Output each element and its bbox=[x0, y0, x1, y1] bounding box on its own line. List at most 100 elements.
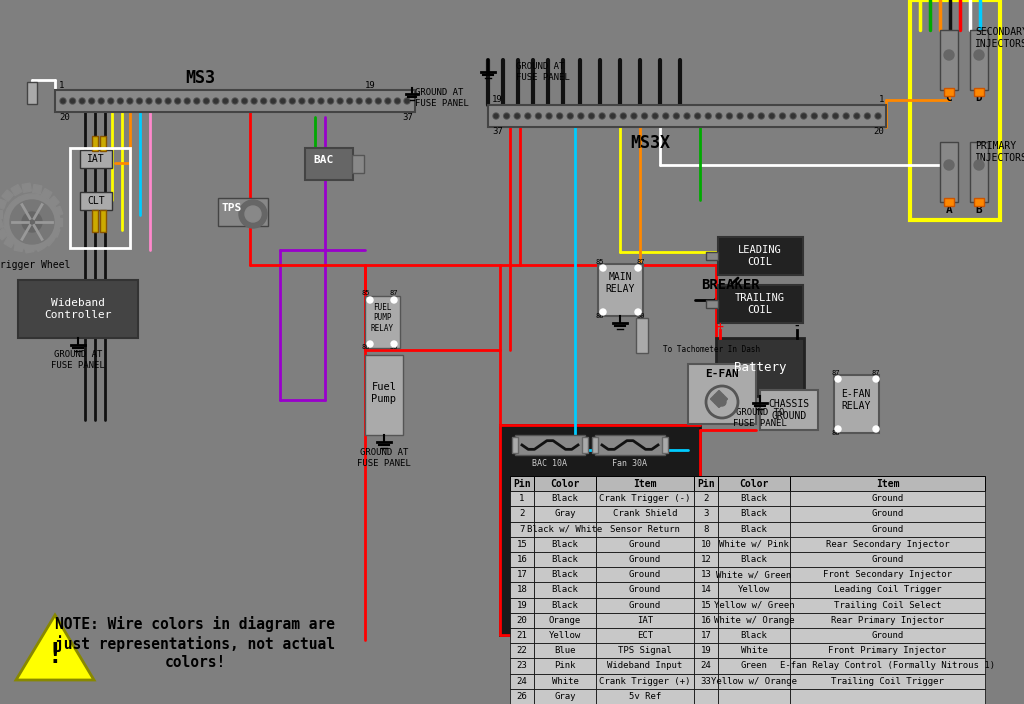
Text: Blue: Blue bbox=[554, 646, 575, 655]
Circle shape bbox=[119, 99, 122, 103]
Bar bbox=[694, 582, 718, 598]
Circle shape bbox=[504, 113, 510, 119]
Bar bbox=[790, 612, 985, 628]
Circle shape bbox=[385, 98, 391, 104]
Bar bbox=[790, 689, 985, 704]
Circle shape bbox=[185, 99, 189, 103]
Circle shape bbox=[590, 114, 594, 118]
Text: CLT: CLT bbox=[87, 196, 104, 206]
Bar bbox=[970, 142, 988, 202]
Bar bbox=[790, 674, 985, 689]
Bar bbox=[694, 476, 718, 491]
Circle shape bbox=[621, 113, 627, 119]
Bar bbox=[55, 90, 415, 112]
Bar bbox=[718, 476, 790, 491]
Bar bbox=[662, 437, 668, 453]
Bar bbox=[582, 482, 588, 498]
Text: 86: 86 bbox=[595, 313, 603, 319]
Text: Trailing Coil Trigger: Trailing Coil Trigger bbox=[831, 677, 944, 686]
Bar bbox=[718, 237, 803, 275]
Circle shape bbox=[727, 114, 731, 118]
Bar bbox=[534, 658, 596, 674]
Bar bbox=[694, 598, 718, 612]
Bar bbox=[595, 525, 665, 545]
Bar bbox=[694, 628, 718, 643]
Bar bbox=[694, 612, 718, 628]
Circle shape bbox=[127, 98, 133, 104]
Bar bbox=[510, 582, 534, 598]
Bar bbox=[52, 206, 62, 217]
Circle shape bbox=[404, 98, 410, 104]
Bar bbox=[718, 658, 790, 674]
Circle shape bbox=[599, 113, 605, 119]
Circle shape bbox=[79, 98, 85, 104]
Text: LEADING
COIL: LEADING COIL bbox=[738, 245, 782, 267]
Text: BAC: BAC bbox=[314, 155, 334, 165]
Circle shape bbox=[515, 114, 519, 118]
Text: GROUND AT
FUSE PANEL: GROUND AT FUSE PANEL bbox=[415, 88, 469, 108]
Bar bbox=[595, 435, 665, 455]
Circle shape bbox=[367, 297, 373, 303]
Bar bbox=[694, 522, 718, 537]
Bar bbox=[515, 435, 585, 455]
Circle shape bbox=[308, 98, 314, 104]
Bar bbox=[718, 522, 790, 537]
Text: BAC 10A: BAC 10A bbox=[532, 458, 567, 467]
Text: 87: 87 bbox=[637, 259, 645, 265]
Text: Black w/ White: Black w/ White bbox=[527, 524, 603, 534]
Text: Ground: Ground bbox=[871, 510, 903, 519]
Bar bbox=[694, 567, 718, 582]
Text: MS3: MS3 bbox=[185, 69, 215, 87]
Text: Yellow: Yellow bbox=[738, 586, 770, 594]
Text: Yellow w/ Green: Yellow w/ Green bbox=[714, 601, 795, 610]
Circle shape bbox=[822, 113, 828, 119]
Bar bbox=[54, 218, 62, 226]
Text: Wideband
Controller: Wideband Controller bbox=[44, 298, 112, 320]
Text: 22: 22 bbox=[517, 646, 527, 655]
Text: 2: 2 bbox=[519, 510, 524, 519]
Circle shape bbox=[222, 98, 228, 104]
Circle shape bbox=[118, 98, 123, 104]
Text: 87: 87 bbox=[831, 370, 841, 376]
Circle shape bbox=[974, 160, 984, 170]
Bar bbox=[510, 506, 534, 522]
Bar bbox=[834, 375, 879, 433]
Text: Black: Black bbox=[552, 540, 579, 549]
Bar bbox=[534, 582, 596, 598]
Text: Black: Black bbox=[740, 510, 767, 519]
Text: Color: Color bbox=[739, 479, 769, 489]
Bar bbox=[716, 338, 804, 396]
Circle shape bbox=[280, 98, 286, 104]
Bar bbox=[534, 491, 596, 506]
Circle shape bbox=[864, 113, 870, 119]
Circle shape bbox=[792, 114, 795, 118]
Circle shape bbox=[632, 114, 636, 118]
Bar bbox=[510, 552, 534, 567]
Circle shape bbox=[166, 99, 170, 103]
Circle shape bbox=[281, 99, 285, 103]
Bar bbox=[365, 355, 403, 435]
Circle shape bbox=[232, 98, 238, 104]
Text: Fuel Pump 20A: Fuel Pump 20A bbox=[517, 593, 583, 603]
Text: SECONDARY
INJECTORS: SECONDARY INJECTORS bbox=[975, 27, 1024, 49]
Bar bbox=[706, 300, 718, 308]
Circle shape bbox=[70, 98, 76, 104]
Bar bbox=[510, 674, 534, 689]
Bar bbox=[974, 88, 984, 96]
Circle shape bbox=[589, 113, 595, 119]
Circle shape bbox=[194, 98, 200, 104]
Circle shape bbox=[299, 98, 305, 104]
Circle shape bbox=[337, 98, 343, 104]
Text: 87: 87 bbox=[389, 290, 398, 296]
Bar bbox=[23, 183, 32, 192]
Circle shape bbox=[944, 50, 954, 60]
Circle shape bbox=[578, 113, 584, 119]
Text: 86: 86 bbox=[362, 344, 371, 350]
Bar bbox=[596, 689, 694, 704]
Circle shape bbox=[391, 341, 397, 347]
Text: B: B bbox=[976, 205, 982, 215]
Bar bbox=[596, 522, 694, 537]
Text: E-fan Relay Control (Formally Nitrous 1): E-fan Relay Control (Formally Nitrous 1) bbox=[780, 662, 995, 670]
Circle shape bbox=[195, 99, 199, 103]
Text: 5v Ref: 5v Ref bbox=[629, 692, 662, 701]
